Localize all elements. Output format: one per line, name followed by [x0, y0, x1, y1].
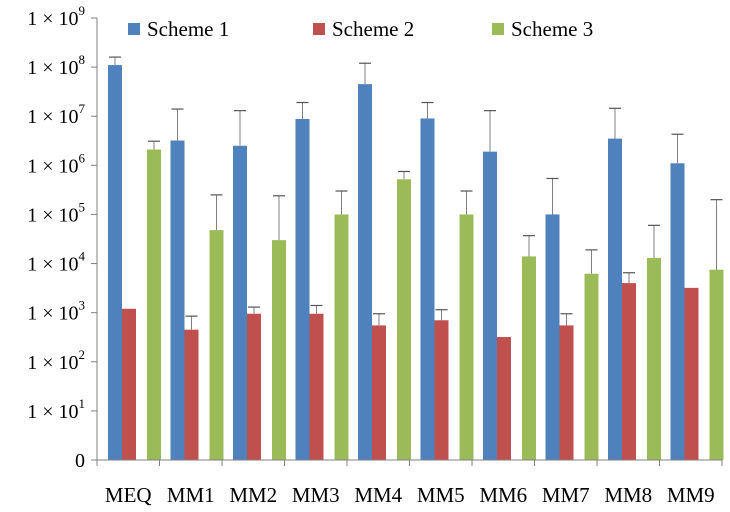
bar-scheme-2 [247, 313, 261, 460]
bar-scheme-1 [233, 145, 247, 461]
bar-scheme-3 [584, 273, 599, 460]
x-tick-label: MM7 [542, 483, 590, 507]
bar-scheme-1 [608, 138, 622, 461]
y-tick-label: 1 × 106 [27, 150, 85, 177]
y-tick-exponent: 1 [79, 396, 86, 411]
bar-scheme-2 [497, 336, 511, 460]
legend-label: Scheme 1 [147, 17, 229, 41]
x-tick-label: MM9 [667, 483, 715, 507]
bar-scheme-2 [684, 287, 699, 460]
bar-scheme-3 [272, 240, 286, 460]
bar-scheme-3 [397, 179, 411, 460]
y-tick-label: 1 × 104 [27, 249, 85, 276]
y-tick-base: 1 × 10 [27, 155, 78, 177]
y-tick-label: 1 × 103 [27, 298, 85, 325]
x-tick-label: MM6 [479, 483, 527, 507]
y-tick-base: 1 × 10 [27, 254, 78, 276]
y-tick-base: 1 × 10 [27, 352, 78, 374]
y-tick-exponent: 2 [79, 347, 86, 362]
y-tick-exponent: 5 [79, 199, 86, 214]
x-tick-label: MM2 [229, 483, 277, 507]
bar-scheme-1 [108, 65, 122, 460]
bar-scheme-1 [170, 140, 185, 461]
y-tick-label: 1 × 108 [27, 52, 85, 79]
bar-scheme-1 [358, 84, 372, 461]
bar-scheme-2 [372, 325, 386, 460]
y-tick-base: 1 × 10 [27, 303, 78, 325]
bar-scheme-3 [522, 256, 536, 460]
y-tick-exponent: 3 [79, 298, 86, 313]
bar-scheme-3 [334, 214, 349, 460]
y-tick-base: 1 × 10 [27, 401, 78, 423]
y-tick-base: 1 × 10 [27, 204, 78, 226]
x-tick-label: MM1 [167, 483, 215, 507]
bars [108, 56, 724, 461]
legend-label: Scheme 3 [511, 17, 593, 41]
y-tick-label: 1 × 105 [27, 199, 85, 226]
legend-swatch [492, 23, 504, 35]
y-tick-exponent: 8 [79, 52, 86, 67]
x-tick-label: MM3 [292, 483, 340, 507]
legend-swatch [313, 23, 325, 35]
y-tick-label: 1 × 101 [27, 396, 85, 423]
x-tick-label: MM5 [417, 483, 465, 507]
y-tick-label: 1 × 107 [27, 101, 85, 128]
x-tick-label: MM8 [604, 483, 652, 507]
bar-scheme-2 [184, 329, 199, 460]
x-tick-label: MEQ [105, 483, 152, 507]
x-tick-label: MM4 [354, 483, 402, 507]
y-tick-base: 1 × 10 [27, 106, 78, 128]
bar-scheme-3 [147, 149, 161, 460]
legend-label: Scheme 2 [332, 17, 414, 41]
bar-scheme-1 [670, 163, 685, 461]
y-tick-exponent: 9 [79, 3, 86, 18]
bar-scheme-1 [483, 151, 497, 460]
y-tick-exponent: 6 [79, 150, 86, 165]
bar-scheme-3 [709, 269, 724, 460]
y-tick-label: 0 [75, 450, 85, 472]
y-tick-base: 1 × 10 [27, 8, 78, 30]
x-axis: MEQ MM1 MM2 MM3 MM4 MM5 MM6 MM7 MM8 MM9 [96, 459, 723, 507]
bar-scheme-2 [122, 308, 136, 460]
bar-scheme-2 [559, 325, 574, 460]
legend-swatch [128, 23, 140, 35]
bar-scheme-1 [420, 118, 435, 460]
bar-scheme-2 [434, 320, 449, 460]
bar-scheme-3 [459, 214, 474, 460]
bar-scheme-3 [647, 257, 661, 460]
bar-scheme-1 [545, 214, 560, 460]
y-tick-label: 1 × 109 [27, 3, 85, 30]
y-tick-exponent: 7 [79, 101, 86, 116]
bar-scheme-3 [209, 230, 224, 460]
y-tick-base: 0 [75, 450, 85, 472]
y-tick-exponent: 4 [79, 249, 86, 264]
y-tick-label: 1 × 102 [27, 347, 85, 374]
legend: Scheme 1 Scheme 2 Scheme 3 [128, 17, 593, 41]
bar-scheme-2 [309, 313, 324, 460]
bar-scheme-1 [295, 118, 310, 461]
y-tick-base: 1 × 10 [27, 57, 78, 79]
bar-scheme-2 [622, 283, 636, 460]
